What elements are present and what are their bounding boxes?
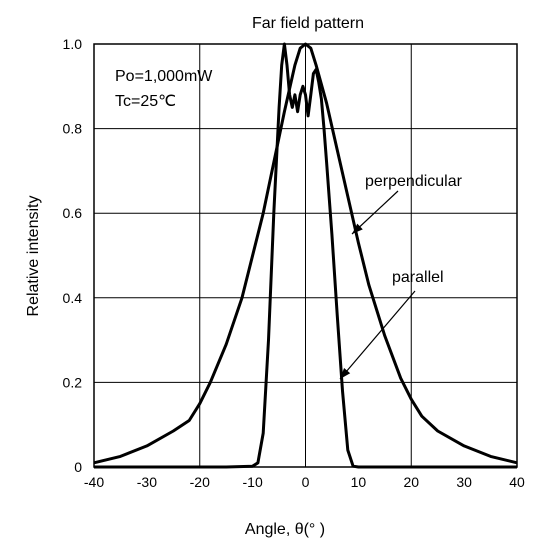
x-tick-label: -10 [243,474,263,490]
x-tick-label: -30 [137,474,157,490]
annotation-arrows [339,190,416,380]
parallel-arrow-head [340,368,351,379]
perpendicular-annotation: perpendicular [365,173,463,190]
tick-labels: -40 -30 -20 -10 0 10 20 30 40 0 0.2 0.4 0.6 0.8 1.0 [63,36,525,490]
x-axis-label: Angle, θ(° ) [245,521,325,538]
x-tick-label: 10 [351,474,367,490]
temperature-annotation: Tc=25℃ [115,93,176,110]
y-tick-label: 0.8 [63,121,83,137]
grid [94,44,517,467]
parallel-arrow [339,290,416,380]
x-tick-label: -20 [190,474,210,490]
y-tick-label: 0.4 [63,290,83,306]
x-tick-label: -40 [84,474,104,490]
x-tick-label: 30 [456,474,472,490]
x-tick-label: 20 [403,474,419,490]
series-group [93,42,518,469]
series-line-perpendicular [93,42,518,465]
y-axis-label: Relative intensity [25,196,42,317]
parallel-annotation: parallel [392,269,444,286]
chart-title: Far field pattern [252,15,364,32]
power-annotation: Po=1,000mW [115,68,213,85]
y-tick-label: 0.2 [63,374,83,390]
x-tick-label: 40 [509,474,525,490]
x-tick-label: 0 [302,474,310,490]
y-tick-label: 0 [74,459,82,475]
series-line-parallel [94,42,517,469]
y-tick-label: 1.0 [63,36,83,52]
perpendicular-arrow-head [352,223,363,234]
y-tick-label: 0.6 [63,205,83,221]
